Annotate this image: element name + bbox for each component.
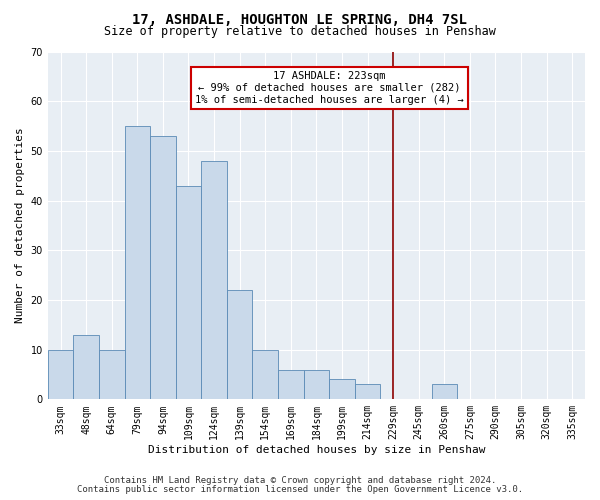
Bar: [227, 290, 253, 400]
Bar: [99, 350, 125, 400]
Text: Contains public sector information licensed under the Open Government Licence v3: Contains public sector information licen…: [77, 485, 523, 494]
Bar: [431, 384, 457, 400]
Y-axis label: Number of detached properties: Number of detached properties: [15, 128, 25, 324]
Bar: [150, 136, 176, 400]
Bar: [355, 384, 380, 400]
Bar: [329, 380, 355, 400]
Bar: [304, 370, 329, 400]
Text: Contains HM Land Registry data © Crown copyright and database right 2024.: Contains HM Land Registry data © Crown c…: [104, 476, 496, 485]
Text: Size of property relative to detached houses in Penshaw: Size of property relative to detached ho…: [104, 25, 496, 38]
X-axis label: Distribution of detached houses by size in Penshaw: Distribution of detached houses by size …: [148, 445, 485, 455]
Bar: [176, 186, 201, 400]
Text: 17, ASHDALE, HOUGHTON LE SPRING, DH4 7SL: 17, ASHDALE, HOUGHTON LE SPRING, DH4 7SL: [133, 12, 467, 26]
Bar: [253, 350, 278, 400]
Text: 17 ASHDALE: 223sqm
← 99% of detached houses are smaller (282)
1% of semi-detache: 17 ASHDALE: 223sqm ← 99% of detached hou…: [195, 72, 464, 104]
Bar: [73, 334, 99, 400]
Bar: [278, 370, 304, 400]
Bar: [48, 350, 73, 400]
Bar: [125, 126, 150, 400]
Bar: [201, 161, 227, 400]
